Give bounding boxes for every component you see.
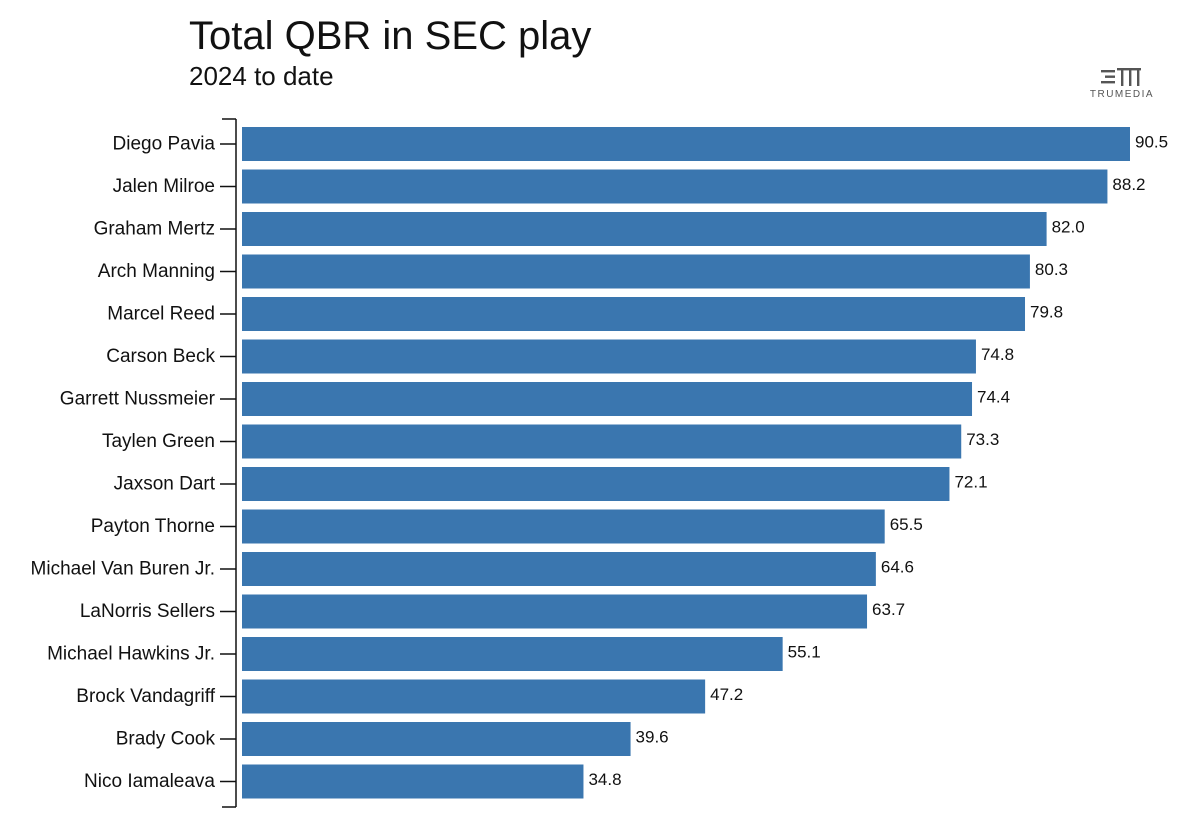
category-label: Jaxson Dart <box>114 474 216 495</box>
trumedia-logo-icon <box>1101 68 1141 86</box>
data-label: 88.2 <box>1112 175 1145 194</box>
bar <box>242 297 1026 331</box>
bar <box>242 339 976 374</box>
category-label: LaNorris Sellers <box>80 601 215 622</box>
bar <box>242 127 1130 161</box>
data-label: 74.8 <box>981 345 1014 364</box>
data-label: 80.3 <box>1035 260 1068 279</box>
bar <box>242 722 631 756</box>
bar <box>242 637 783 671</box>
data-label: 47.2 <box>710 685 743 704</box>
bar <box>242 552 876 586</box>
category-label: Garrett Nussmeier <box>60 389 216 410</box>
data-label: 73.3 <box>966 430 999 449</box>
data-label: 63.7 <box>872 600 905 619</box>
trumedia-logo: TRUMEDIA <box>1086 68 1158 104</box>
bar <box>242 212 1047 246</box>
category-label: Marcel Reed <box>107 304 215 325</box>
data-label: 82.0 <box>1052 218 1085 237</box>
category-label: Diego Pavia <box>113 134 216 155</box>
y-axis <box>220 118 237 808</box>
category-label: Taylen Green <box>102 431 215 452</box>
data-label: 72.1 <box>954 473 987 492</box>
bars <box>242 127 1130 799</box>
data-label: 64.6 <box>881 558 914 577</box>
bar <box>242 679 706 714</box>
category-label: Payton Thorne <box>91 516 215 537</box>
bar <box>242 382 973 416</box>
trumedia-logo-text: TRUMEDIA <box>1089 89 1155 100</box>
category-label: Carson Beck <box>106 346 215 367</box>
data-label: 39.6 <box>636 728 669 747</box>
category-label: Michael Hawkins Jr. <box>47 644 215 665</box>
category-label: Arch Manning <box>98 261 215 282</box>
data-label: 34.8 <box>588 770 621 789</box>
chart-title: Total QBR in SEC play <box>189 14 592 58</box>
category-label: Nico Iamaleava <box>84 771 215 792</box>
category-label: Jalen Milroe <box>113 176 215 197</box>
bar <box>242 424 962 459</box>
bar <box>242 509 885 544</box>
data-label: 90.5 <box>1135 133 1168 152</box>
labels: Diego Pavia 90.5 Jalen Milroe 88.2 Graham Me… <box>31 133 1169 793</box>
bar-chart: Diego Pavia 90.5 Jalen Milroe 88.2 Graham Me… <box>31 118 1169 808</box>
bar <box>242 467 950 501</box>
category-label: Graham Mertz <box>94 219 215 240</box>
bar <box>242 594 868 629</box>
bar <box>242 169 1108 204</box>
data-label: 79.8 <box>1030 303 1063 322</box>
data-label: 65.5 <box>890 515 923 534</box>
data-label: 55.1 <box>788 643 821 662</box>
bar <box>242 254 1030 289</box>
data-label: 74.4 <box>977 388 1010 407</box>
chart-subtitle: 2024 to date <box>189 61 334 91</box>
category-label: Brady Cook <box>116 729 216 750</box>
category-label: Brock Vandagriff <box>76 686 215 707</box>
bar <box>242 764 584 799</box>
category-label: Michael Van Buren Jr. <box>31 559 215 580</box>
